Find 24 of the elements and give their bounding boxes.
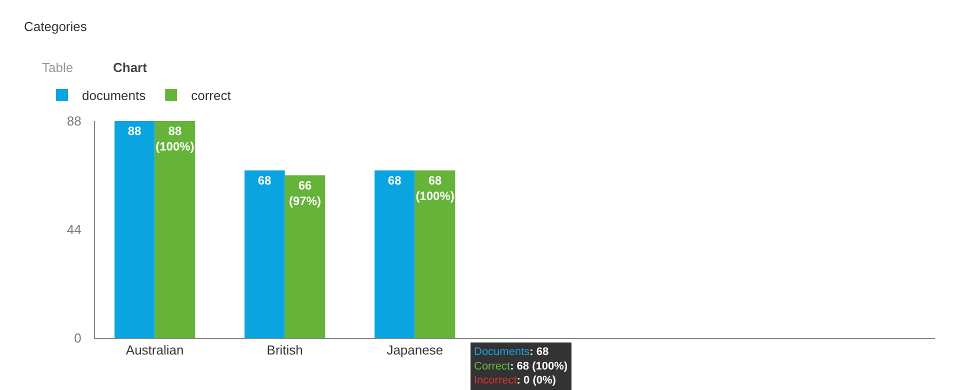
- data-label: 68: [388, 173, 402, 188]
- text: Chart: [113, 60, 148, 75]
- legend-label: correct: [191, 88, 232, 104]
- bar: [244, 170, 285, 338]
- y-tick-label: 0: [74, 330, 82, 346]
- legend-label: documents: [82, 88, 146, 104]
- y-tick-label: 44: [66, 222, 82, 238]
- x-tick-label: British: [266, 342, 303, 358]
- text: Table: [42, 60, 74, 75]
- data-label: 66 (97%): [288, 178, 322, 208]
- chart-title: Categories: [24, 19, 88, 34]
- data-label: 68 (100%): [416, 173, 454, 203]
- bar: [284, 175, 326, 338]
- text: Documents: 68 Correct: 68 (100%) Incorrect: 0 (0%): [474, 346, 568, 387]
- data-label: 68: [258, 173, 272, 188]
- bar: [414, 170, 456, 338]
- bar: [114, 121, 155, 338]
- bar: [154, 121, 196, 338]
- bar: [374, 170, 415, 338]
- data-label: 88 (100%): [156, 124, 194, 154]
- data-label: 88: [128, 124, 142, 138]
- x-tick-label: Australian: [126, 342, 184, 358]
- x-tick-label: Japanese: [386, 342, 444, 358]
- y-tick-label: 88: [66, 114, 82, 129]
